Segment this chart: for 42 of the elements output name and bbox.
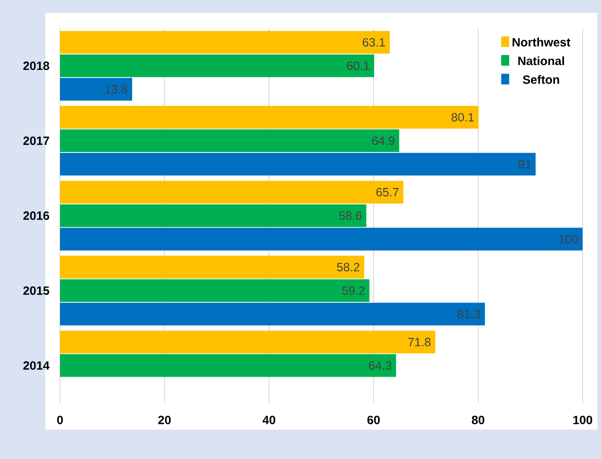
legend-label: National bbox=[518, 56, 564, 66]
data-label: 13.8 bbox=[105, 85, 128, 94]
data-label: 60.1 bbox=[347, 62, 370, 70]
y-tick-label: 2014 bbox=[23, 361, 50, 370]
legend-label: Northwest bbox=[512, 38, 570, 46]
data-label: 80.1 bbox=[452, 113, 474, 122]
y-tick-label: 2017 bbox=[23, 136, 50, 145]
bar bbox=[60, 152, 536, 176]
data-label: 58.6 bbox=[339, 211, 362, 220]
y-tick-label: 2015 bbox=[23, 286, 50, 295]
x-tick-label: 60 bbox=[367, 416, 380, 424]
data-label: 63.1 bbox=[362, 38, 385, 47]
x-tick-label: 40 bbox=[262, 416, 276, 424]
bar bbox=[60, 106, 479, 129]
bar bbox=[60, 302, 485, 326]
bar bbox=[60, 354, 396, 377]
bar bbox=[60, 256, 364, 278]
x-tick-label: 80 bbox=[472, 416, 484, 424]
data-label: 71.8 bbox=[408, 338, 430, 346]
bar bbox=[60, 54, 374, 78]
data-label: 65.7 bbox=[376, 188, 399, 196]
data-label: 100 bbox=[559, 234, 578, 244]
bar bbox=[60, 30, 390, 54]
bar bbox=[60, 78, 132, 101]
data-label: 58.2 bbox=[337, 262, 360, 272]
data-label: 64.3 bbox=[369, 361, 392, 370]
bar bbox=[60, 228, 583, 250]
y-tick-label: 2018 bbox=[23, 62, 50, 70]
data-label: 59.2 bbox=[342, 286, 365, 295]
data-label: 81.3 bbox=[458, 310, 480, 318]
data-label: 64.9 bbox=[372, 136, 394, 145]
bar bbox=[60, 330, 436, 354]
bar bbox=[60, 129, 400, 152]
bar bbox=[60, 180, 404, 204]
x-tick-label: 20 bbox=[158, 416, 171, 424]
x-tick-label: 100 bbox=[573, 416, 592, 424]
bar bbox=[60, 204, 366, 227]
y-tick-label: 2016 bbox=[23, 211, 50, 220]
x-tick-label: 0 bbox=[57, 416, 63, 424]
legend-label: Sefton bbox=[522, 75, 560, 84]
data-label: 91 bbox=[518, 160, 531, 168]
bar bbox=[60, 279, 370, 302]
